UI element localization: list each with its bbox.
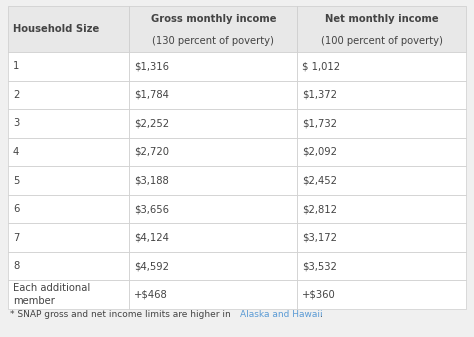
Text: .: . <box>320 310 323 319</box>
Text: $2,812: $2,812 <box>302 204 337 214</box>
Text: $3,188: $3,188 <box>134 176 169 185</box>
Text: 3: 3 <box>13 118 19 128</box>
Bar <box>298 166 466 195</box>
Bar <box>8 252 129 280</box>
Bar <box>298 280 466 309</box>
Bar <box>8 280 129 309</box>
Text: 8: 8 <box>13 261 19 271</box>
Text: $1,316: $1,316 <box>134 61 169 71</box>
Text: 6: 6 <box>13 204 19 214</box>
Text: $4,124: $4,124 <box>134 233 169 243</box>
Text: $3,532: $3,532 <box>302 261 337 271</box>
Bar <box>8 166 129 195</box>
Bar <box>129 252 298 280</box>
Bar <box>298 195 466 223</box>
Text: 2: 2 <box>13 90 19 100</box>
Bar <box>129 81 298 109</box>
Text: $1,732: $1,732 <box>302 118 337 128</box>
Bar <box>8 6 129 52</box>
Bar <box>129 223 298 252</box>
Bar <box>129 280 298 309</box>
Bar <box>298 138 466 166</box>
Text: (130 percent of poverty): (130 percent of poverty) <box>153 35 274 45</box>
Bar <box>298 109 466 138</box>
Bar <box>298 223 466 252</box>
Bar <box>298 81 466 109</box>
Text: $1,372: $1,372 <box>302 90 337 100</box>
Bar <box>129 138 298 166</box>
Text: $ 1,012: $ 1,012 <box>302 61 341 71</box>
Text: $1,784: $1,784 <box>134 90 169 100</box>
Text: Each additional
member: Each additional member <box>13 283 90 306</box>
Bar <box>298 6 466 52</box>
Text: Alaska and Hawaii: Alaska and Hawaii <box>240 310 323 319</box>
Text: +$468: +$468 <box>134 290 168 300</box>
Bar <box>129 166 298 195</box>
Text: $3,172: $3,172 <box>302 233 337 243</box>
Bar <box>129 52 298 81</box>
Bar <box>129 195 298 223</box>
Text: $4,592: $4,592 <box>134 261 169 271</box>
Text: 1: 1 <box>13 61 19 71</box>
Text: 4: 4 <box>13 147 19 157</box>
Bar <box>8 138 129 166</box>
Bar <box>8 195 129 223</box>
Bar <box>129 109 298 138</box>
Bar <box>298 252 466 280</box>
Text: $2,252: $2,252 <box>134 118 170 128</box>
Bar <box>8 223 129 252</box>
Text: * SNAP gross and net income limits are higher in: * SNAP gross and net income limits are h… <box>10 310 234 319</box>
Bar <box>298 52 466 81</box>
Bar <box>8 109 129 138</box>
Text: 7: 7 <box>13 233 19 243</box>
Text: $3,656: $3,656 <box>134 204 169 214</box>
Text: (100 percent of poverty): (100 percent of poverty) <box>321 35 443 45</box>
Bar <box>8 52 129 81</box>
Bar <box>129 6 298 52</box>
Text: Gross monthly income: Gross monthly income <box>151 14 276 24</box>
Text: Net monthly income: Net monthly income <box>325 14 438 24</box>
Text: $2,452: $2,452 <box>302 176 337 185</box>
Text: Household Size: Household Size <box>13 24 99 34</box>
Text: $2,720: $2,720 <box>134 147 169 157</box>
Bar <box>8 81 129 109</box>
Text: $2,092: $2,092 <box>302 147 337 157</box>
Text: 5: 5 <box>13 176 19 185</box>
Text: +$360: +$360 <box>302 290 336 300</box>
